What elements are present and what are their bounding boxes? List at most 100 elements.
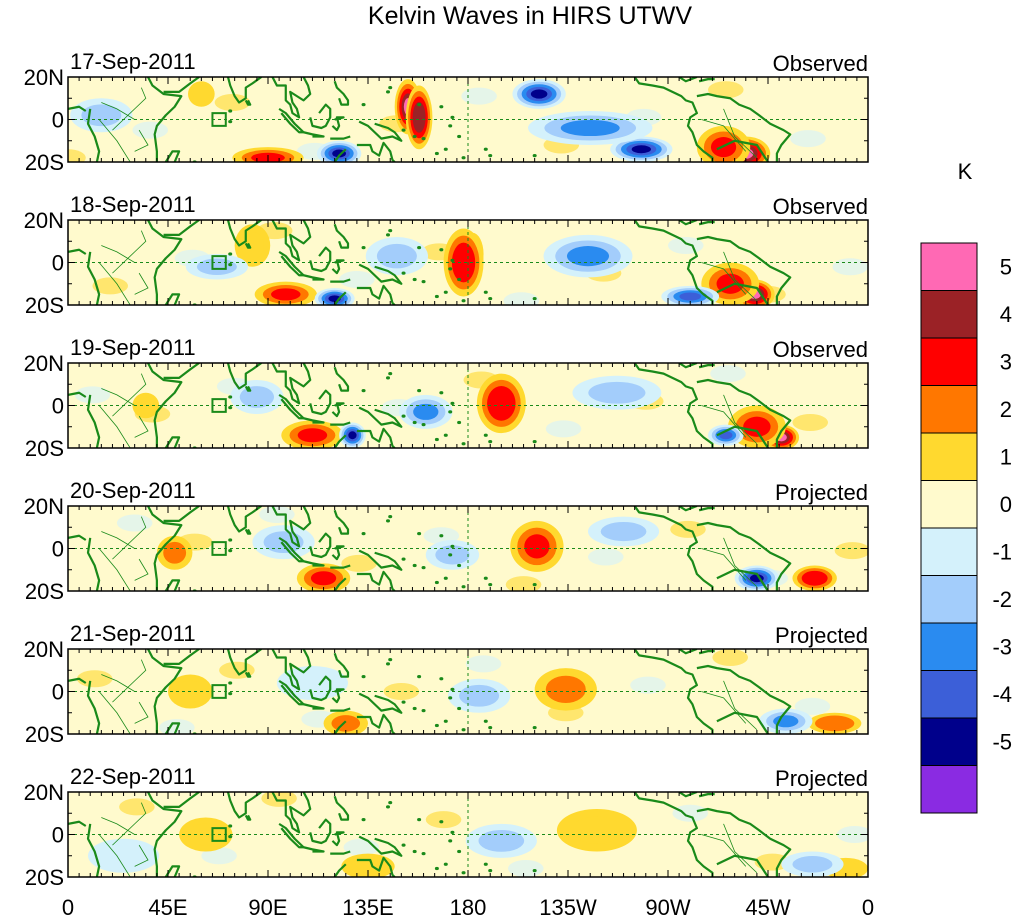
anomaly-2-level-2 [571, 816, 623, 844]
anomaly-5-level-3 [297, 428, 328, 443]
y-tick-label: 0 [52, 823, 64, 848]
panel-3: 20N 0 20S 19-Sep-2011 Observed [24, 335, 869, 461]
x-tick-label: 180 [450, 895, 487, 920]
colorbar-unit-label: K [958, 159, 973, 184]
colorbar-label: -2 [992, 587, 1012, 612]
anomaly-8-level-4 [679, 292, 702, 301]
colorbar-swatch [920, 527, 978, 576]
y-tick-label: 0 [52, 394, 64, 419]
colorbar-swatch [920, 765, 978, 814]
y-tick-label: 20S [25, 865, 64, 890]
y-tick-label: 0 [52, 680, 64, 705]
anomaly-8-level-2 [263, 531, 304, 554]
colorbar-label: 5 [1000, 255, 1012, 280]
y-tick-label: 0 [52, 251, 64, 276]
anomaly-2-level-2 [545, 675, 586, 704]
anomaly-9-level-5 [631, 145, 651, 154]
anomaly-2-level-4 [456, 249, 472, 276]
y-tick-label: 20S [25, 436, 64, 461]
anomaly-3-level-2 [188, 823, 223, 846]
panel-4: 20N 0 20S 20-Sep-2011 Projected [24, 478, 869, 604]
colorbar-label: 1 [1000, 445, 1012, 470]
colorbar-label: -1 [992, 540, 1012, 565]
anomaly-3-level-4 [806, 573, 824, 584]
panel-date: 19-Sep-2011 [70, 335, 196, 360]
colorbar-swatch [920, 480, 978, 529]
y-tick-label: 20S [25, 722, 64, 747]
anomaly-7-level-2 [792, 856, 833, 873]
anomaly-7-level-2 [435, 545, 470, 565]
region-box [211, 827, 227, 842]
anomaly-6-level-2 [137, 397, 155, 414]
anomaly-10-level-2 [239, 386, 275, 408]
panel-date: 18-Sep-2011 [70, 192, 196, 217]
y-tick-label: 20S [25, 579, 64, 604]
panel-status-label: Observed [773, 194, 868, 219]
panel-5: 20N 0 20S 21-Sep-2011 Projected [24, 621, 869, 747]
x-tick-label: 90E [248, 895, 287, 920]
colorbar-label: 4 [1000, 302, 1012, 327]
anomaly-4-level-3 [743, 416, 771, 437]
anomaly-7-level-5 [530, 89, 548, 99]
region-box [211, 684, 227, 699]
y-tick-label: 20N [24, 351, 64, 376]
y-tick-label: 20N [24, 65, 64, 90]
anomaly-8-level-1 [88, 838, 160, 873]
panel-status-label: Projected [775, 480, 868, 505]
colorbar-swatch [920, 622, 978, 671]
x-tick-label: 0 [62, 895, 74, 920]
panel-date: 22-Sep-2011 [70, 764, 196, 789]
anomaly-9-level-2 [376, 243, 417, 269]
anomaly-field [88, 792, 868, 877]
region-box [211, 112, 227, 127]
y-tick-label: 20N [24, 637, 64, 662]
anomaly-4-level-2 [331, 715, 361, 732]
coastlines [68, 506, 792, 591]
anomaly-2-level-4 [492, 392, 511, 415]
coastlines [68, 363, 792, 448]
coastlines [68, 792, 792, 877]
colorbar-swatch [920, 337, 978, 386]
colorbar-swatch [920, 242, 978, 291]
anomaly-6-level-2 [192, 85, 210, 103]
anomaly-9-level-3 [413, 403, 439, 420]
x-tick-label: 45E [148, 895, 187, 920]
anomaly-4-level-2 [350, 858, 386, 875]
anomaly-7-level-2 [459, 684, 500, 707]
y-tick-label: 0 [52, 108, 64, 133]
anomaly-10-level-3 [566, 246, 610, 267]
coastlines [68, 77, 792, 162]
colorbar: K 5 4 3 2 1 0 -1 -2 -3 -4 -5 [920, 159, 1012, 814]
colorbar-swatch [920, 575, 978, 624]
colorbar-swatch [920, 432, 978, 481]
colorbar-label: -5 [992, 730, 1012, 755]
y-tick-label: 20N [24, 494, 64, 519]
x-axis: 0 45E 90E 135E 180 135W 90W 45W 0 [62, 895, 874, 920]
colorbar-label: 2 [1000, 397, 1012, 422]
anomaly-11-level-2 [588, 381, 646, 404]
colorbar-label: 0 [1000, 492, 1012, 517]
region-box [211, 541, 227, 556]
colorbar-swatch [920, 717, 978, 766]
panel-status-label: Projected [775, 766, 868, 791]
anomaly-10-level-3 [560, 119, 620, 137]
colorbar-label: 3 [1000, 350, 1012, 375]
panel-date: 21-Sep-2011 [70, 621, 196, 646]
anomaly-7-level-5 [348, 431, 357, 440]
anomaly-2-level-5 [414, 107, 424, 128]
panel-date: 17-Sep-2011 [70, 49, 196, 74]
x-tick-label: 45W [745, 895, 790, 920]
y-tick-label: 20N [24, 780, 64, 805]
colorbar-label: -3 [992, 635, 1012, 660]
panel-6: 20N 0 20S 22-Sep-2011 Projected [24, 764, 869, 890]
y-tick-label: 20S [25, 150, 64, 175]
colorbar-swatch [920, 385, 978, 434]
panel-status-label: Projected [775, 623, 868, 648]
panel-1: 20N 0 20S 17-Sep-2011 Observed [24, 49, 869, 175]
anomaly-5-level-3 [271, 288, 301, 301]
panel-2: 20N 0 20S 18-Sep-2011 Observed [24, 192, 869, 318]
panel-status-label: Observed [773, 337, 868, 362]
colorbar-swatch [920, 290, 978, 339]
